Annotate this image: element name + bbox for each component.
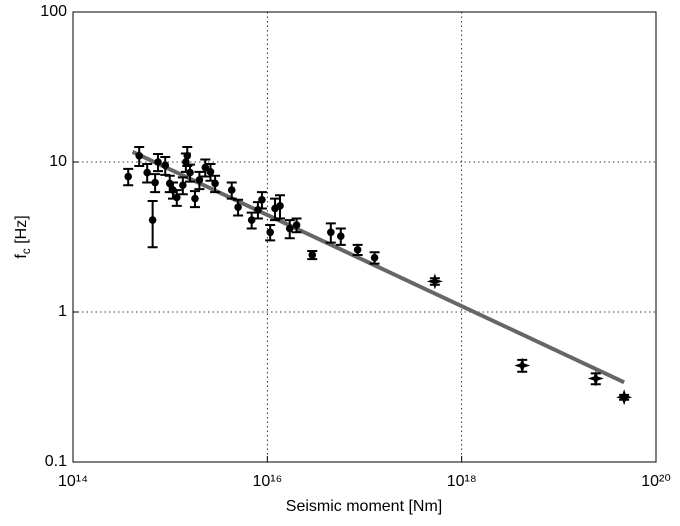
y-tick-label: 0.1 [45,453,67,470]
data-point [186,168,194,177]
y-label-sub: c [19,248,33,254]
data-point [276,202,284,210]
plot-frame [72,11,657,463]
data-point [254,206,262,214]
data-point [234,203,242,211]
data-point [227,186,236,194]
data-point [211,179,219,188]
data-point [161,161,170,170]
data-point [179,181,187,190]
star-point [426,273,443,290]
y-tick-label: 10 [49,153,67,170]
data-point [292,221,301,229]
data-point [151,178,159,187]
data-point [206,168,215,176]
data-point [353,245,362,254]
x-tick-label: 10¹⁸ [447,473,477,490]
x-tick-label: 10¹⁴ [58,473,88,490]
star-point [587,370,604,387]
data-point [258,195,266,204]
x-axis-label: Seismic moment [Nm] [286,498,442,515]
y-tick-label: 100 [40,3,67,20]
data-point [195,176,204,184]
star-point [514,357,531,374]
y-tick-label: 1 [58,303,67,320]
data-point [135,151,143,160]
data-point [124,172,133,181]
data-point [143,168,151,177]
fit-line [131,149,625,385]
data-point [191,194,199,203]
data-point [327,228,335,237]
y-axis-label: fc [Hz] [13,215,33,258]
y-label-unit: [Hz] [13,215,30,248]
error-bar [147,199,158,249]
data-point [154,158,162,166]
data-point [266,228,274,237]
y-label-main: f [13,254,30,259]
data-point [285,224,294,233]
data-point [308,251,317,259]
x-tick-label: 10¹⁶ [252,473,282,490]
data-point [148,216,157,224]
data-point [370,253,379,262]
star-point [616,389,633,406]
x-tick-label: 10²⁰ [641,473,671,490]
data-point [183,151,192,160]
data-point [247,216,256,224]
data-point [336,232,345,241]
data-point [201,163,210,172]
data-point [172,193,181,202]
